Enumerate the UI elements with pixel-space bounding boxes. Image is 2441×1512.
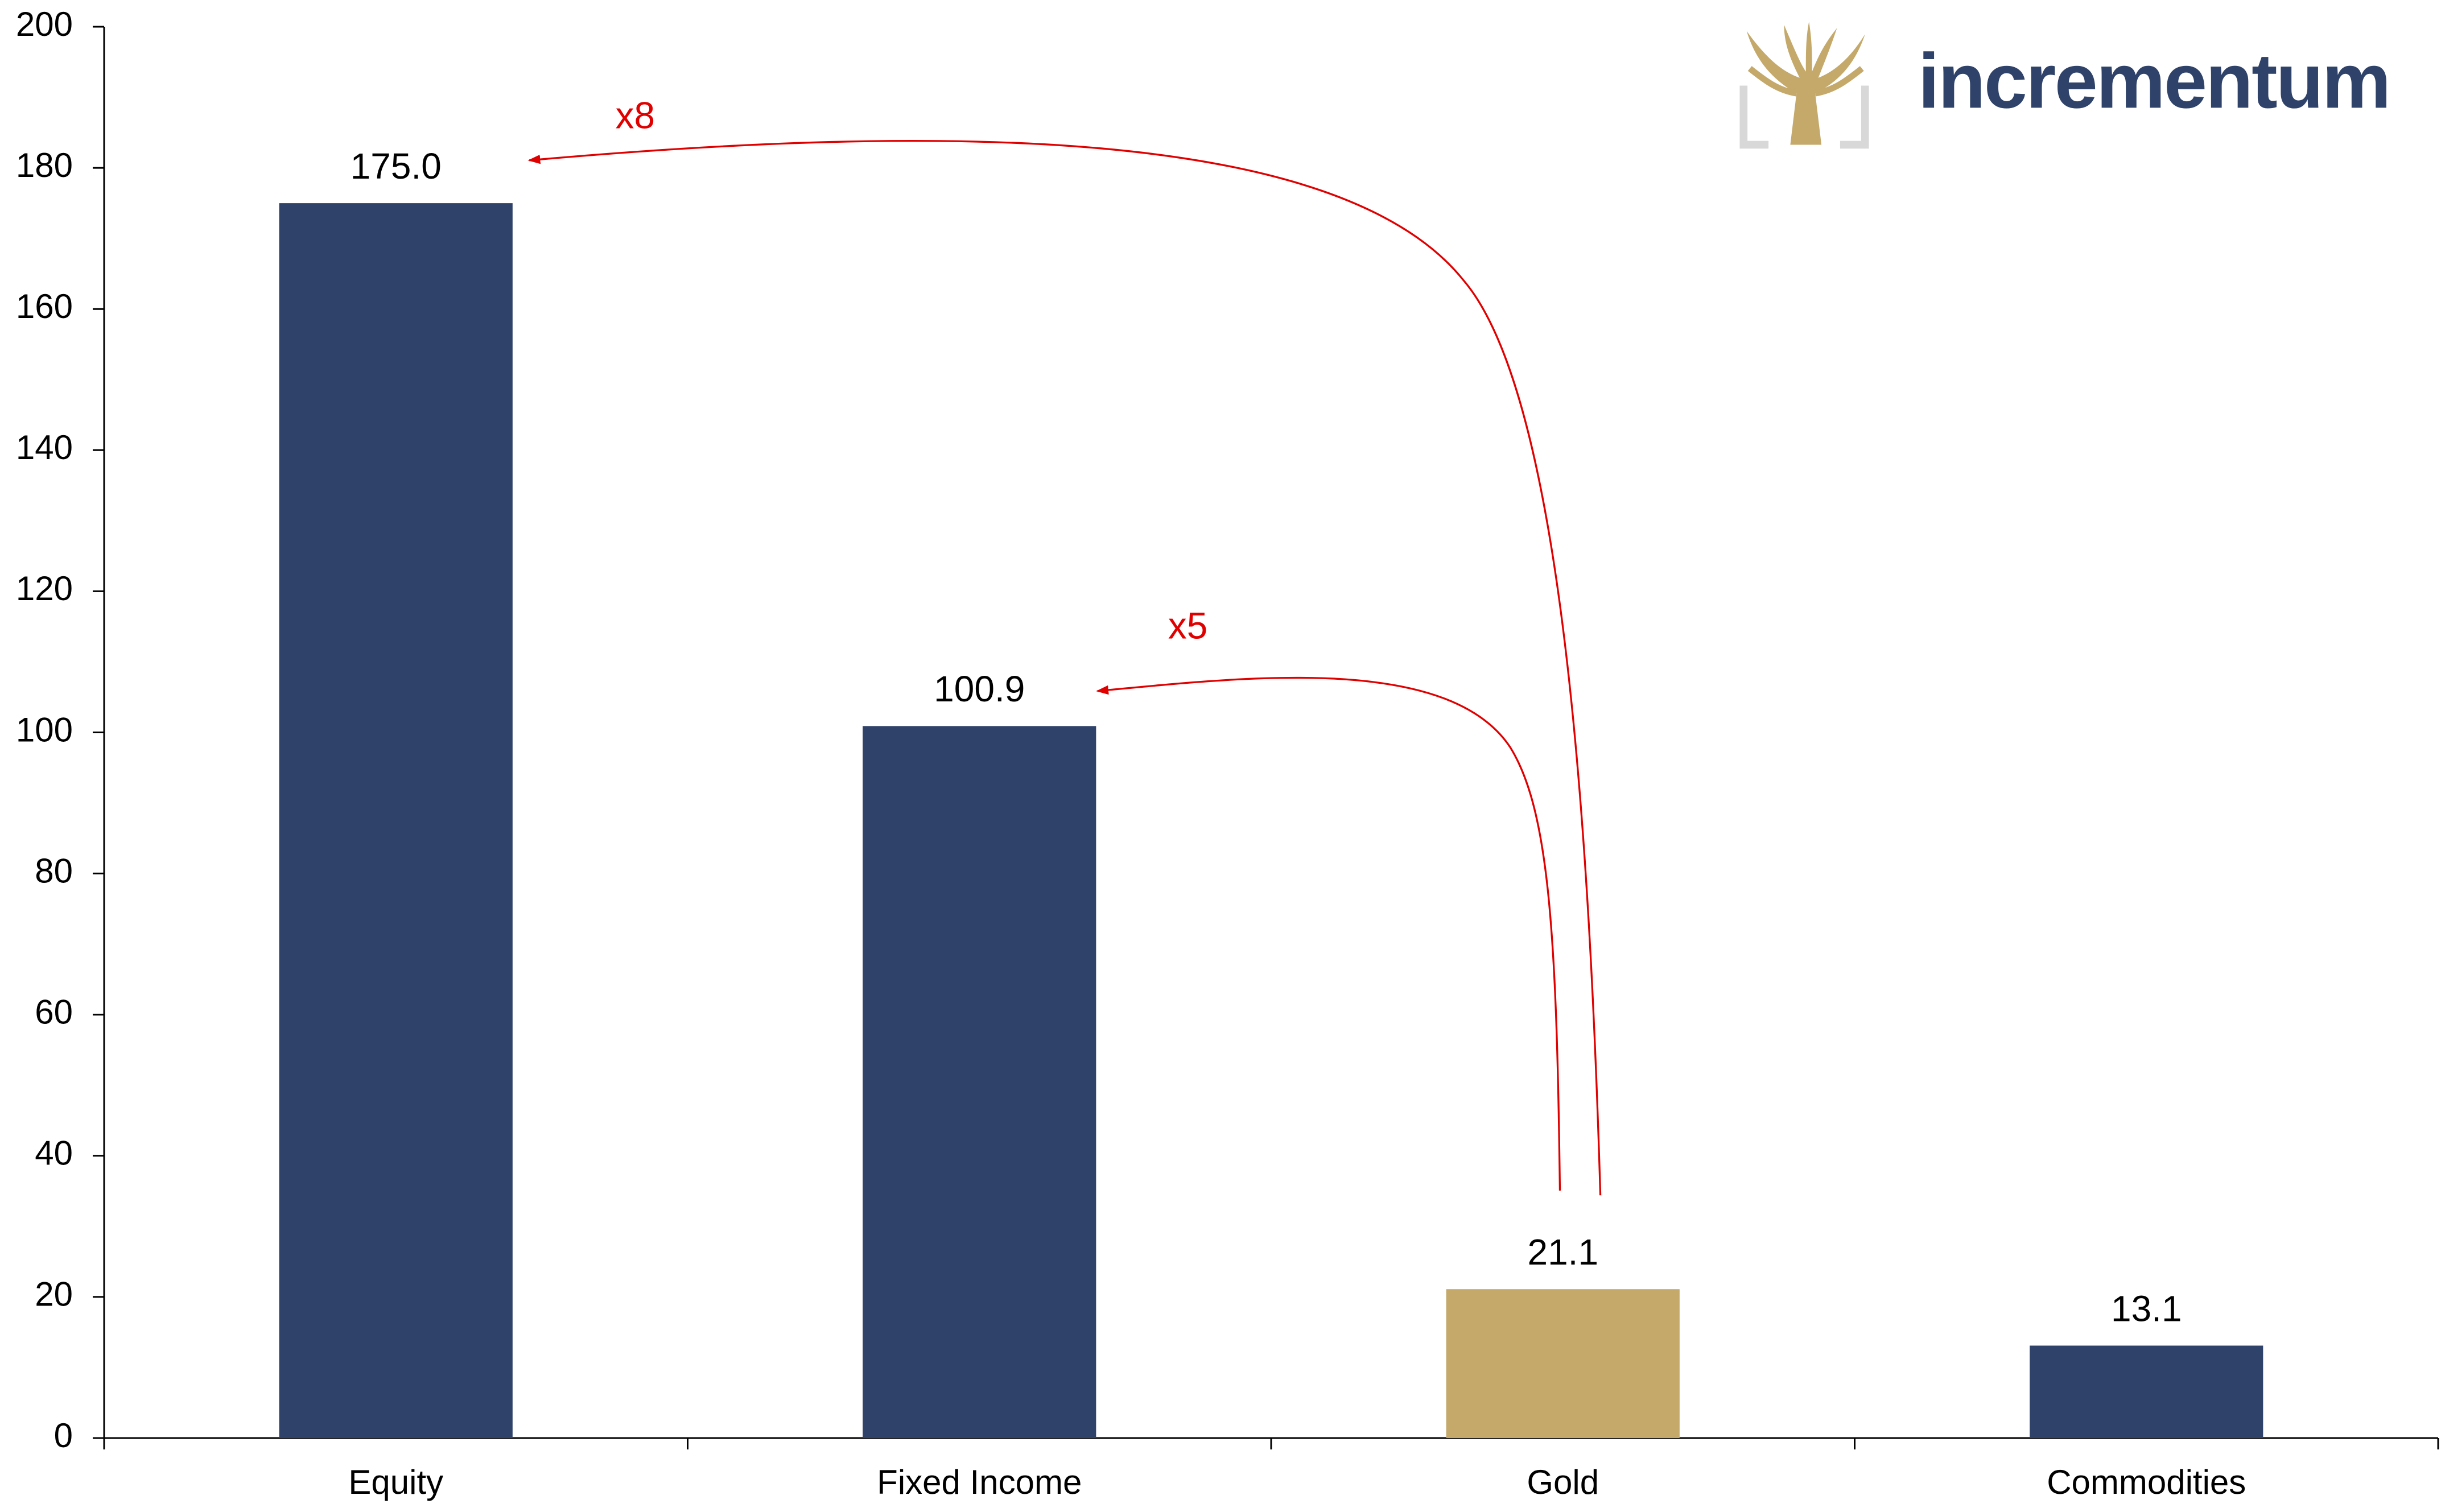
y-tick-label: 200 xyxy=(16,5,73,43)
bar xyxy=(2030,1345,2263,1438)
bar xyxy=(279,203,513,1438)
y-tick-label: 100 xyxy=(16,710,73,749)
bar xyxy=(863,726,1096,1438)
value-label: 100.9 xyxy=(934,668,1025,709)
bar xyxy=(1446,1289,1680,1438)
y-tick-label: 20 xyxy=(35,1275,73,1313)
y-tick-label: 0 xyxy=(54,1416,73,1455)
x-tick-label: Fixed Income xyxy=(877,1463,1082,1501)
y-tick-label: 80 xyxy=(35,852,73,890)
y-tick-label: 60 xyxy=(35,993,73,1031)
overlay: x8 x5 incrementum xyxy=(527,22,2391,1196)
annotation: x5 xyxy=(1168,605,1207,647)
x-tick-label: Equity xyxy=(348,1463,443,1501)
logo-text: incrementum xyxy=(1918,37,2390,124)
y-tick-label: 120 xyxy=(16,569,73,608)
y-tick-label: 160 xyxy=(16,287,73,325)
value-label: 175.0 xyxy=(351,146,442,187)
y-tick-label: 40 xyxy=(35,1134,73,1172)
value-label: 21.1 xyxy=(1527,1232,1598,1273)
arrow xyxy=(527,139,1602,1196)
logo-icon xyxy=(1739,22,1869,149)
annotation: x8 xyxy=(616,94,655,136)
x-tick-label: Commodities xyxy=(2047,1463,2246,1501)
y-tick-label: 140 xyxy=(16,428,73,466)
x-tick-label: Gold xyxy=(1527,1463,1599,1501)
y-tick-label: 180 xyxy=(16,146,73,184)
value-label: 13.1 xyxy=(2111,1288,2182,1329)
arrow xyxy=(1096,676,1561,1191)
